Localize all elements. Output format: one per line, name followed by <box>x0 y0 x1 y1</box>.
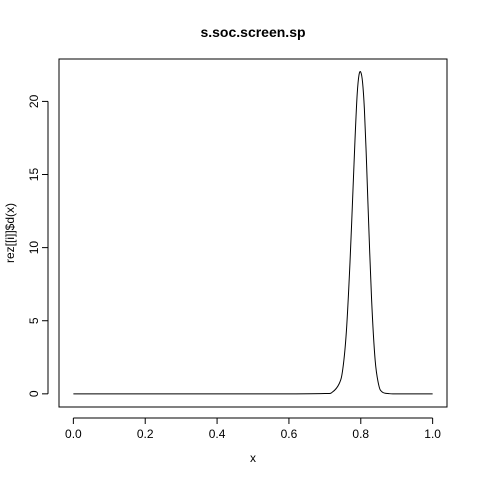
x-tick-label: 1.0 <box>424 427 441 441</box>
y-tick-label: 15 <box>27 168 41 182</box>
x-tick-label: 0.6 <box>281 427 298 441</box>
x-tick-label: 0.2 <box>137 427 154 441</box>
x-tick-label: 0.0 <box>65 427 82 441</box>
chart-title: s.soc.screen.sp <box>200 24 305 40</box>
x-tick-label: 0.8 <box>352 427 369 441</box>
y-tick-label: 5 <box>27 317 41 324</box>
y-tick-label: 0 <box>27 390 41 397</box>
plot-frame <box>58 58 448 408</box>
x-tick-label: 0.4 <box>209 427 226 441</box>
y-tick-label: 10 <box>27 241 41 255</box>
y-axis: 0 5 10 15 20 <box>27 94 49 397</box>
x-axis-label: x <box>250 451 256 465</box>
y-axis-label: rez[[i]]$d(x) <box>3 203 17 263</box>
y-tick-label: 20 <box>27 94 41 108</box>
x-axis: 0.0 0.2 0.4 0.6 0.8 1.0 <box>65 417 441 441</box>
density-line-0 <box>73 71 433 395</box>
series-layer <box>73 71 433 395</box>
